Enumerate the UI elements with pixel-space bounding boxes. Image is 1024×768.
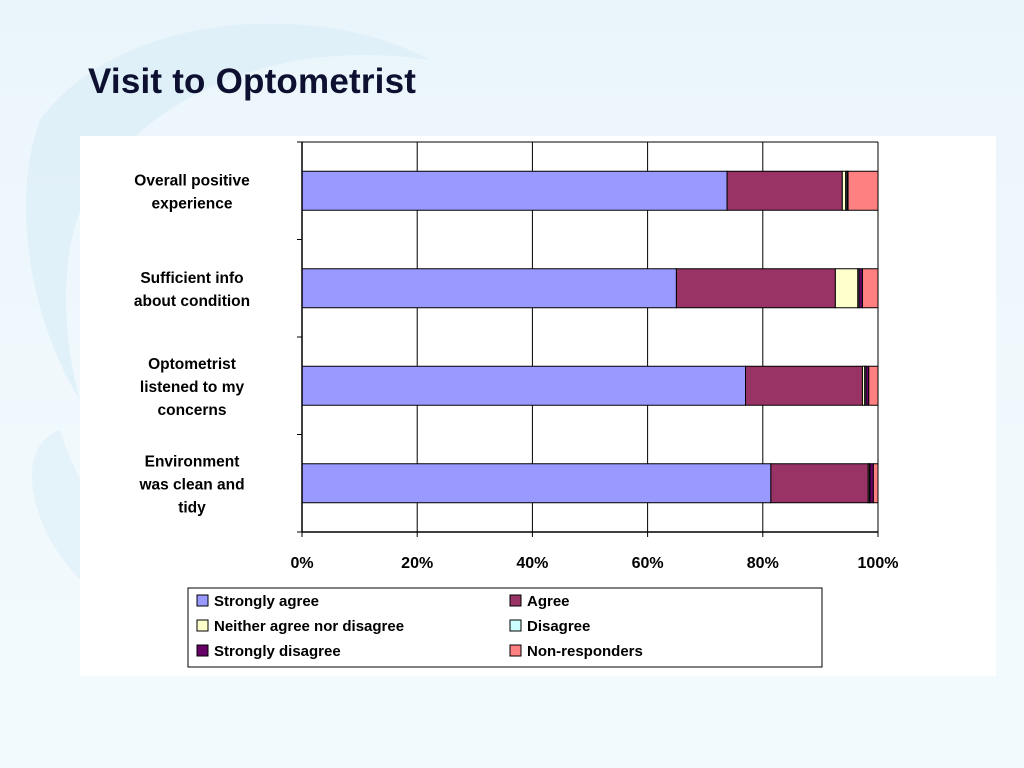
category-label: Environment <box>145 453 240 470</box>
x-tick-label: 60% <box>632 555 664 572</box>
legend-label: Strongly agree <box>214 593 319 610</box>
bar-segment <box>858 268 863 309</box>
category-label: concerns <box>158 402 227 419</box>
bars-layer <box>301 170 879 504</box>
x-tick-label: 0% <box>290 555 313 572</box>
legend-label: Disagree <box>527 618 590 635</box>
x-tick-label: 20% <box>401 555 433 572</box>
bar-segment <box>770 463 869 504</box>
category-label: Optometrist <box>148 356 236 373</box>
bar-segment <box>872 463 879 504</box>
axis-layer <box>297 141 879 537</box>
chart-panel: Overall positive experience Sufficient inf… <box>80 136 996 676</box>
legend-label: Agree <box>527 593 570 610</box>
legend-swatch <box>196 594 209 607</box>
legend-swatch <box>509 619 522 632</box>
bar-segment <box>841 170 847 211</box>
category-label: experience <box>152 195 233 212</box>
bar-segment <box>868 365 879 406</box>
legend-swatch <box>509 594 522 607</box>
legend-swatch <box>196 619 209 632</box>
legend: Strongly agree Agree Neither agree nor dis… <box>187 587 823 668</box>
legend-label: Strongly disagree <box>214 643 341 660</box>
category-label: was clean and <box>138 476 244 493</box>
category-label: Sufficient info <box>140 270 243 287</box>
bar-segment <box>301 170 728 211</box>
bar-segment <box>869 463 874 504</box>
bar-segment <box>301 365 747 406</box>
category-label: Overall positive <box>134 172 250 189</box>
bar-segment <box>301 268 677 309</box>
x-tick-label: 100% <box>858 555 899 572</box>
x-tick-labels: 0% 20% 40% 60% 80% 100% <box>290 555 898 572</box>
bar-segment <box>726 170 843 211</box>
stacked-bar-chart: Overall positive experience Sufficient inf… <box>134 141 898 668</box>
bar-segment <box>834 268 859 309</box>
x-tick-label: 80% <box>747 555 779 572</box>
legend-box <box>187 587 823 668</box>
category-label: about condition <box>134 293 250 310</box>
category-label: listened to my <box>140 379 245 396</box>
x-tick-label: 40% <box>516 555 548 572</box>
legend-swatch <box>196 644 209 657</box>
bar-segment <box>745 365 863 406</box>
bar-segment <box>675 268 836 309</box>
bar-segment <box>301 463 772 504</box>
bar-segment <box>847 170 879 211</box>
slide-title: Visit to Optometrist <box>88 62 417 101</box>
category-labels: Overall positive experience Sufficient inf… <box>134 172 250 516</box>
legend-label: Non-responders <box>527 643 643 660</box>
bar-segment <box>861 268 879 309</box>
legend-label: Neither agree nor disagree <box>214 618 404 635</box>
legend-swatch <box>509 644 522 657</box>
category-label: tidy <box>178 499 206 516</box>
